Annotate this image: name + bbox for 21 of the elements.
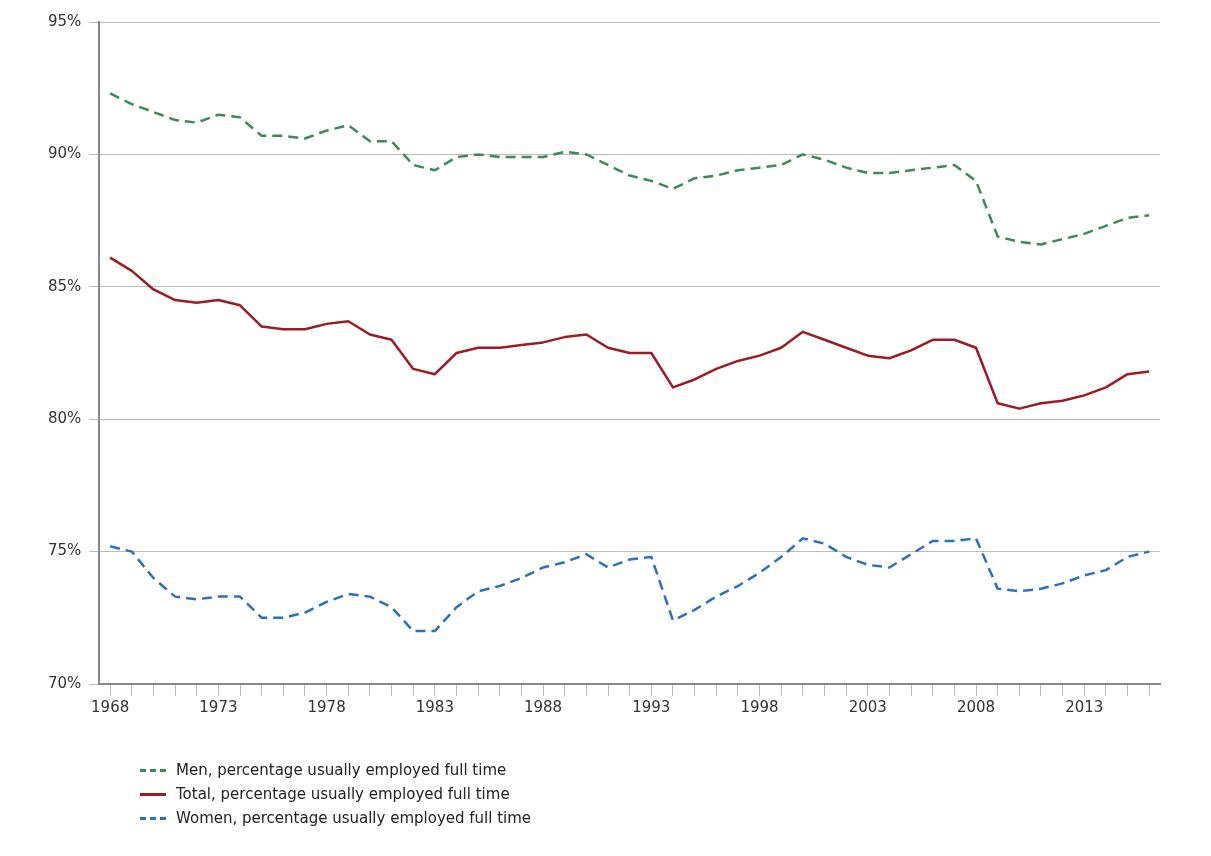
y-tick-label: 95%: [48, 11, 82, 30]
legend-label: Men, percentage usually employed full time: [176, 761, 507, 779]
x-tick-label: 2008: [956, 697, 996, 716]
x-tick-label: 1978: [307, 697, 346, 716]
y-tick-label: 75%: [48, 541, 82, 560]
line-series: [108, 92, 1151, 246]
x-tick-label: 1983: [415, 697, 454, 716]
x-tick-label: 1968: [91, 697, 130, 716]
x-tick-label: 1988: [523, 697, 563, 716]
x-tick-label: 2013: [1065, 697, 1104, 716]
legend-label: Women, percentage usually employed full time: [176, 809, 532, 827]
y-tick-label: 85%: [48, 276, 82, 295]
x-tick-label: 1998: [740, 697, 779, 716]
line-series: [108, 537, 1151, 633]
x-tick-label: 1973: [199, 697, 238, 716]
y-tick-label: 80%: [48, 409, 82, 428]
legend-label: Total, percentage usually employed full time: [176, 785, 510, 803]
y-tick-label: 90%: [48, 144, 82, 163]
x-tick-label: 2003: [848, 697, 887, 716]
y-tick-label: 70%: [48, 673, 82, 692]
x-tick-label: 1993: [632, 697, 671, 716]
